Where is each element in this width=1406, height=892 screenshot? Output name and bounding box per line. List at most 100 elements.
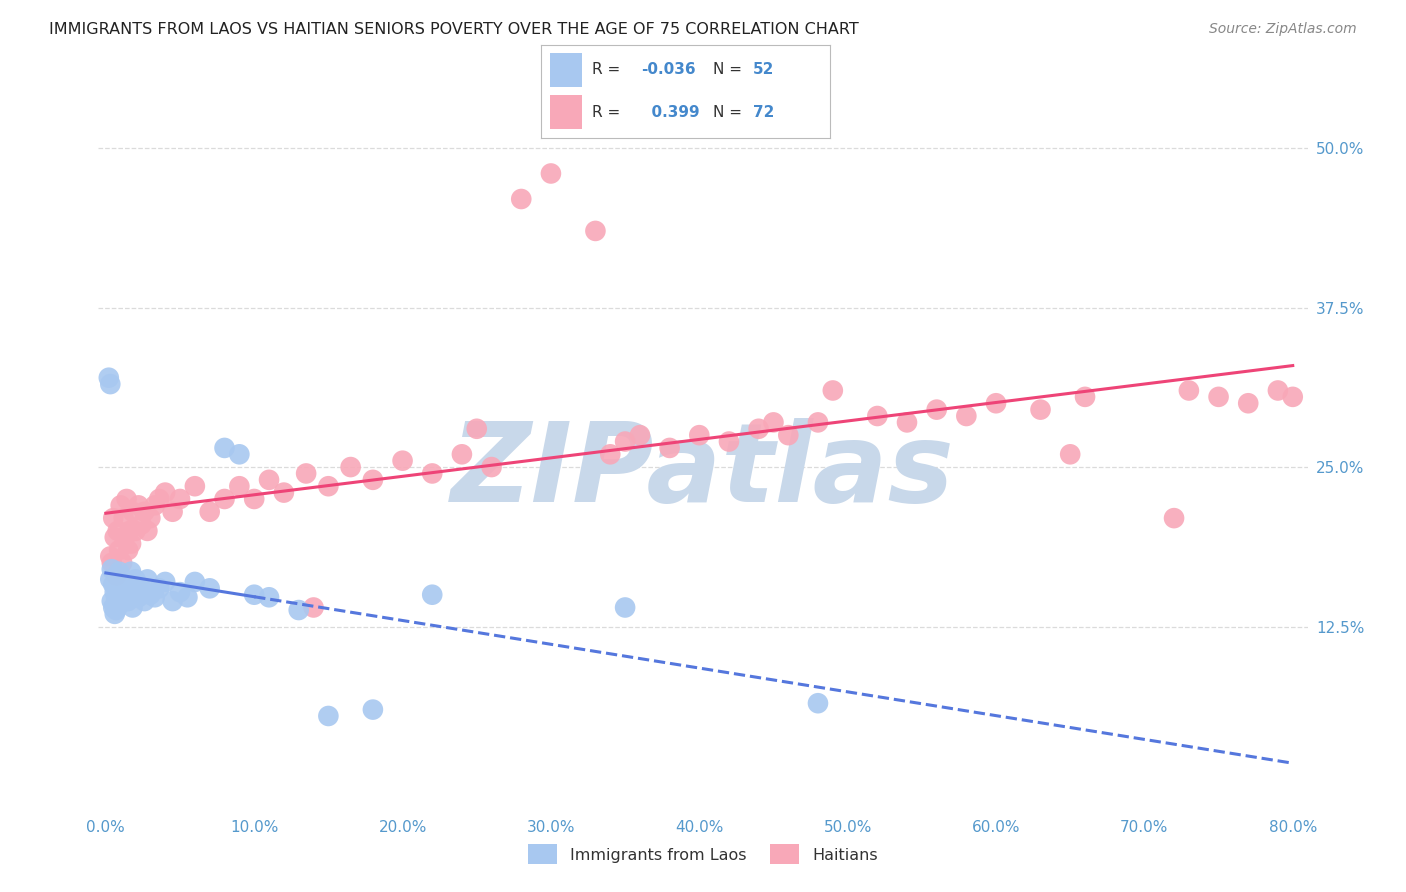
Point (176, 591, 198, 605)
Point (111, 556, 134, 570)
Point (162, 505, 184, 519)
Point (1281, 390, 1303, 404)
Point (295, 467, 318, 481)
Point (139, 511, 162, 525)
Point (807, 416, 830, 430)
Point (104, 585, 127, 599)
Text: 72: 72 (754, 104, 775, 120)
Point (120, 536, 142, 550)
Point (98, 573, 121, 587)
Point (243, 588, 266, 602)
Point (115, 491, 138, 506)
Point (148, 491, 170, 506)
Point (896, 416, 918, 430)
Point (257, 591, 280, 605)
Point (134, 594, 156, 608)
Text: N =: N = (713, 104, 747, 120)
Text: 0.399: 0.399 (641, 104, 699, 120)
Point (628, 428, 651, 442)
Point (107, 582, 129, 596)
Point (465, 422, 488, 436)
Point (120, 565, 142, 579)
Text: -0.036: -0.036 (641, 62, 696, 78)
Point (111, 577, 134, 591)
Point (318, 709, 340, 723)
Point (134, 505, 156, 519)
Point (103, 600, 125, 615)
Point (118, 524, 141, 538)
Point (540, 166, 562, 180)
Point (104, 607, 127, 621)
Point (599, 447, 621, 461)
Point (112, 573, 135, 587)
Point (762, 416, 785, 430)
Point (124, 573, 146, 587)
Point (481, 460, 503, 475)
Point (778, 428, 800, 442)
Point (807, 696, 830, 710)
Point (318, 479, 340, 493)
Point (243, 491, 266, 506)
Point (228, 447, 250, 461)
Point (748, 422, 770, 436)
Point (131, 582, 153, 596)
Point (143, 499, 166, 513)
Point (184, 479, 207, 493)
Point (108, 598, 131, 612)
Point (110, 499, 132, 513)
Point (114, 582, 136, 596)
Point (117, 543, 139, 558)
Point (115, 574, 138, 589)
Point (112, 511, 135, 525)
Point (100, 594, 122, 608)
Point (136, 573, 159, 587)
Point (100, 556, 122, 570)
Point (614, 600, 637, 615)
Point (108, 543, 131, 558)
Point (105, 574, 128, 589)
Point (105, 591, 128, 606)
Point (121, 505, 143, 519)
Text: R =: R = (592, 104, 624, 120)
Point (117, 594, 139, 608)
Point (451, 447, 474, 461)
Point (103, 511, 125, 525)
Point (198, 582, 221, 596)
Point (361, 473, 384, 487)
Text: 52: 52 (754, 62, 775, 78)
Point (104, 530, 127, 544)
Point (105, 603, 128, 617)
Point (361, 703, 384, 717)
Point (1163, 511, 1185, 525)
Point (821, 384, 844, 398)
Point (1208, 390, 1230, 404)
Point (955, 409, 977, 423)
Point (169, 585, 191, 599)
FancyBboxPatch shape (550, 95, 582, 129)
Point (121, 600, 143, 615)
Point (162, 594, 184, 608)
Point (136, 524, 159, 538)
Point (1059, 447, 1081, 461)
Point (108, 565, 131, 579)
Text: ZIPatlas: ZIPatlas (451, 417, 955, 524)
Point (127, 591, 149, 605)
Point (302, 600, 325, 615)
Point (98, 377, 121, 392)
Point (131, 517, 153, 532)
Point (257, 473, 280, 487)
Point (1029, 402, 1052, 417)
Point (143, 591, 166, 605)
Point (110, 594, 132, 608)
Point (339, 460, 361, 475)
Point (153, 485, 176, 500)
Point (107, 568, 129, 582)
Point (984, 396, 1007, 410)
Point (214, 491, 236, 506)
Text: R =: R = (592, 62, 624, 78)
Point (688, 428, 710, 442)
Legend: Immigrants from Laos, Haitians: Immigrants from Laos, Haitians (522, 838, 884, 871)
Point (118, 585, 141, 599)
Point (1237, 396, 1260, 410)
Point (510, 192, 533, 206)
